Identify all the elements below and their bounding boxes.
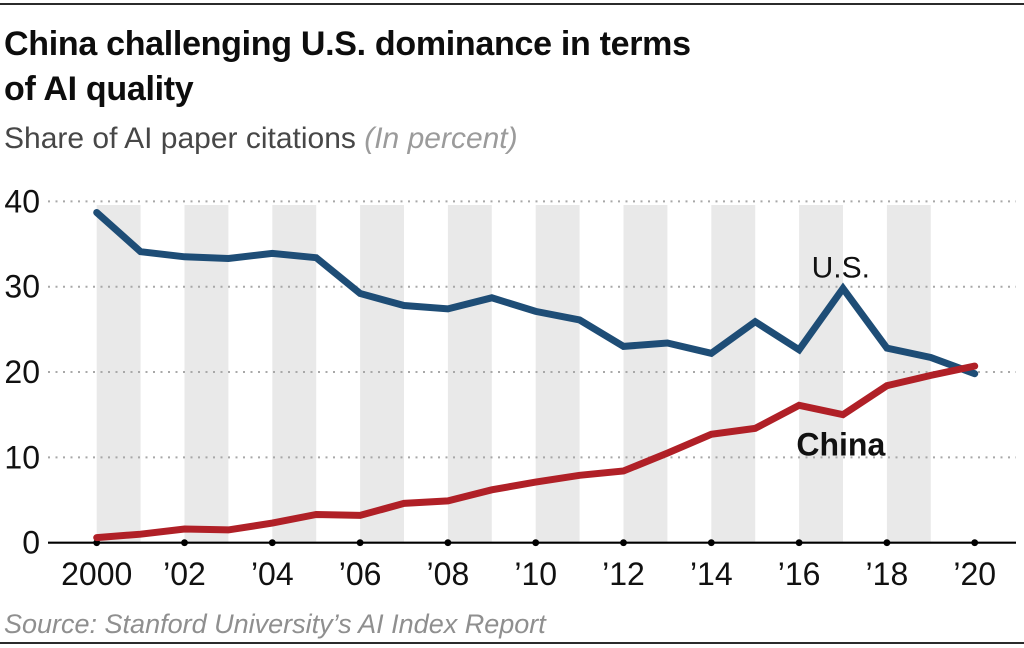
- x-axis-tick-dot-2014: [707, 539, 715, 547]
- y-axis-label-10: 10: [4, 439, 40, 475]
- source-attribution: Source: Stanford University’s AI Index R…: [4, 609, 546, 639]
- x-axis-tick-dot-2012: [620, 539, 627, 547]
- x-axis-label-2012: ’12: [602, 556, 645, 592]
- y-axis-label-40: 40: [4, 183, 40, 219]
- x-axis-label-2000: 2000: [61, 556, 132, 592]
- bottom-border-line: [0, 642, 1024, 644]
- x-axis-label-2008: ’08: [427, 556, 470, 592]
- china-series-line: [93, 362, 979, 542]
- x-axis-label-2002: ’02: [163, 556, 206, 592]
- y-axis-label-0: 0: [22, 525, 40, 561]
- chart-title-line-1: China challenging U.S. dominance in term…: [4, 25, 691, 63]
- year-band: [360, 205, 404, 543]
- x-axis-tick-dot-2008: [444, 539, 452, 547]
- x-axis-label-2014: ’14: [690, 556, 733, 592]
- us-series-line: [93, 209, 979, 378]
- y-axis-label-20: 20: [4, 354, 40, 390]
- year-band: [447, 205, 492, 543]
- chart-title: China challenging U.S. dominance in term…: [4, 22, 964, 112]
- year-band: [711, 205, 756, 543]
- year-band: [96, 205, 141, 543]
- x-axis-label-2006: ’06: [339, 556, 382, 592]
- year-band: [623, 205, 668, 543]
- x-axis-tick-dot-2002: [181, 539, 188, 547]
- china-series-label: China: [796, 427, 885, 463]
- x-axis-label-2010: ’10: [514, 556, 557, 592]
- y-axis-label-30: 30: [4, 269, 40, 305]
- chart-title-line-2: of AI quality: [4, 70, 194, 108]
- year-band: [535, 205, 580, 543]
- x-axis-tick-dot-2018: [883, 539, 891, 547]
- x-axis-tick-dot-2010: [532, 539, 540, 547]
- us-series-label: U.S.: [812, 251, 870, 284]
- year-band: [272, 205, 317, 543]
- chart-subtitle-unit: (In percent): [364, 122, 518, 155]
- x-axis-label-2016: ’16: [778, 556, 821, 592]
- x-axis-tick-dot-2020: [971, 539, 979, 547]
- x-axis-tick-dot-2000: [93, 539, 101, 547]
- year-band: [799, 205, 843, 543]
- x-axis-label-2004: ’04: [251, 556, 294, 592]
- x-axis-tick-dot-2006: [356, 539, 364, 547]
- top-border-line: [0, 3, 1024, 5]
- chart-subtitle-text: Share of AI paper citations: [4, 122, 356, 155]
- x-axis-label-2020: ’20: [953, 556, 996, 592]
- chart-subtitle: Share of AI paper citations (In percent): [4, 122, 964, 156]
- x-axis-tick-dot-2004: [268, 539, 276, 547]
- x-axis-label-2018: ’18: [866, 556, 909, 592]
- x-axis-tick-dot-2016: [795, 539, 803, 547]
